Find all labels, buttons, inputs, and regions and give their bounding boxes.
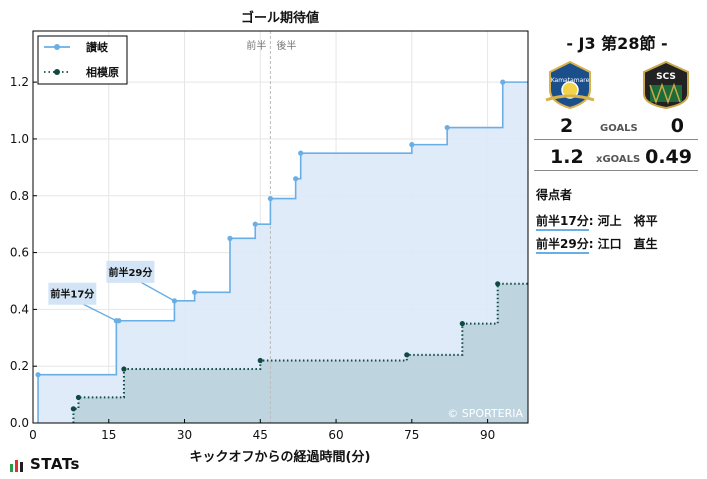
y-tick-label: 0.6 bbox=[10, 246, 29, 260]
series-line bbox=[37, 81, 528, 423]
annotation-label: 前半17分 bbox=[50, 288, 94, 301]
data-point bbox=[257, 357, 263, 364]
scorer-name: : 江口 直生 bbox=[588, 237, 658, 251]
x-tick-label: 60 bbox=[328, 428, 343, 442]
data-point bbox=[404, 352, 410, 358]
series-area bbox=[73, 283, 528, 423]
goals-row: 2 GOALS 0 bbox=[534, 115, 698, 140]
data-point bbox=[192, 289, 198, 295]
scorer-name: : 河上 将平 bbox=[588, 214, 658, 228]
legend-marker-sanuki bbox=[54, 44, 60, 50]
home-score: 2 bbox=[560, 115, 574, 137]
data-point bbox=[298, 150, 304, 156]
data-point bbox=[121, 366, 127, 372]
away-team-logo: SCS bbox=[643, 60, 689, 110]
data-point bbox=[75, 394, 82, 401]
legend-label-sagamihara: 相模原 bbox=[86, 65, 119, 79]
stats-brand-text: STATs bbox=[30, 455, 80, 473]
data-point bbox=[35, 372, 41, 378]
second-half-label: 後半 bbox=[276, 39, 296, 52]
scorer-item: 前半29分: 江口 直生 bbox=[536, 235, 658, 254]
x-tick-label: 90 bbox=[480, 428, 495, 442]
plot-frame bbox=[32, 30, 529, 424]
scorers-title: 得点者 bbox=[536, 188, 573, 202]
y-tick-label: 0.2 bbox=[10, 359, 29, 373]
annotation-label: 前半29分 bbox=[108, 266, 152, 279]
x-tick-label: 30 bbox=[177, 428, 192, 442]
x-tick-label: 75 bbox=[404, 428, 419, 442]
data-point bbox=[116, 318, 122, 324]
area-fills bbox=[38, 82, 528, 423]
home-team-logo: Kamatamare bbox=[545, 60, 595, 110]
scorer-time: 前半17分 bbox=[536, 214, 589, 231]
chart-title: ゴール期待値 bbox=[241, 10, 319, 26]
match-title: - J3 第28節 - bbox=[566, 34, 668, 53]
x-tick-label: 45 bbox=[253, 428, 268, 442]
annotation-box bbox=[106, 260, 155, 283]
home-xg: 1.2 bbox=[550, 146, 584, 168]
legend-marker-sagamihara bbox=[54, 69, 60, 75]
match-panel: - J3 第28節 - Kamatamare SCS 2 GOALS 0 1.2… bbox=[534, 0, 700, 479]
legend-box bbox=[37, 35, 128, 85]
data-point bbox=[70, 406, 77, 412]
goals-label: GOALS bbox=[600, 123, 638, 134]
annotation-leader bbox=[80, 302, 117, 322]
x-axis-label: キックオフからの経過時間(分) bbox=[190, 449, 371, 465]
y-tick-label: 1.2 bbox=[10, 75, 29, 89]
x-tick-label: 15 bbox=[101, 428, 116, 442]
data-point bbox=[459, 320, 465, 327]
series-area bbox=[38, 82, 528, 423]
data-point bbox=[227, 235, 233, 241]
xg-label: xGOALS bbox=[596, 154, 641, 165]
annotation-leader bbox=[138, 280, 175, 302]
data-point bbox=[444, 124, 450, 131]
away-logo-text: SCS bbox=[656, 72, 676, 82]
away-xg: 0.49 bbox=[645, 146, 692, 168]
data-point bbox=[252, 221, 258, 227]
y-tick-label: 1.0 bbox=[10, 132, 29, 146]
axis-ticks: 0 15 30 45 60 75 90 0.0 0.2 0.4 0.6 0.8 1.0 1.2 bbox=[10, 75, 495, 442]
data-point bbox=[267, 195, 273, 202]
watermark: © SPORTERIA bbox=[447, 407, 523, 420]
stats-bars-icon bbox=[10, 460, 23, 472]
halftime-marker: 前半 後半 bbox=[246, 31, 296, 423]
y-tick-label: 0.0 bbox=[10, 416, 29, 430]
legend-label-sanuki: 讃岐 bbox=[86, 40, 109, 54]
x-tick-label: 0 bbox=[29, 428, 37, 442]
legend: 讃岐 相模原 bbox=[37, 35, 128, 85]
annotation-box bbox=[48, 282, 97, 305]
first-half-label: 前半 bbox=[246, 39, 266, 52]
home-logo-text: Kamatamare bbox=[551, 77, 590, 84]
y-tick-label: 0.4 bbox=[10, 302, 29, 316]
data-point bbox=[409, 142, 415, 148]
xg-row: 1.2 xGOALS 0.49 bbox=[534, 146, 698, 171]
data-point bbox=[500, 79, 506, 85]
away-score: 0 bbox=[670, 115, 684, 137]
data-point bbox=[495, 281, 501, 287]
scorer-time: 前半29分 bbox=[536, 237, 589, 254]
data-point bbox=[293, 176, 299, 182]
y-tick-label: 0.8 bbox=[10, 189, 29, 203]
goal-annotations: 前半17分 前半29分 bbox=[48, 260, 175, 322]
scorer-item: 前半17分: 河上 将平 bbox=[536, 212, 658, 231]
